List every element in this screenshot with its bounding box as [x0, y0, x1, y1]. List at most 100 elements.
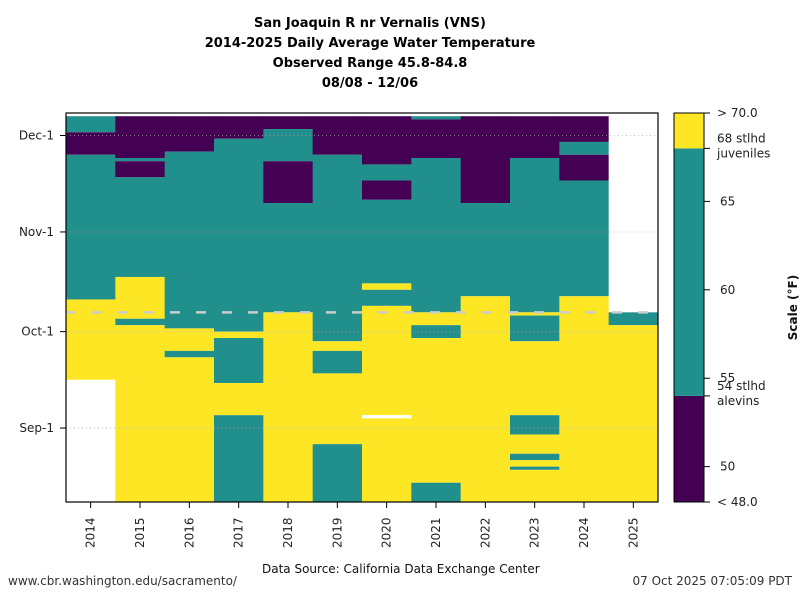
x-tick-label: 2020	[380, 517, 394, 548]
heatmap-cell	[66, 132, 116, 155]
colorbar-threshold-label: alevins	[717, 394, 759, 408]
heatmap-cell	[411, 116, 462, 120]
heatmap-cell	[608, 312, 659, 326]
heatmap-cell	[312, 350, 363, 374]
x-tick-label: 2021	[429, 517, 443, 548]
chart-title: San Joaquin R nr Vernalis (VNS) 2014-202…	[0, 14, 740, 94]
heatmap-cell	[263, 203, 314, 313]
heatmap-cell	[214, 331, 264, 339]
heatmap-cell	[362, 180, 412, 200]
x-tick-label: 2025	[626, 517, 640, 548]
heatmap-cell	[66, 379, 116, 502]
x-tick-label: 2017	[232, 517, 246, 548]
title-line-range: Observed Range 45.8-84.8	[272, 56, 468, 71]
x-tick-label: 2022	[478, 517, 492, 548]
heatmap-cell	[559, 180, 610, 297]
heatmap-cell	[214, 338, 264, 384]
heatmap-cell	[510, 460, 560, 467]
x-tick-label: 2023	[528, 517, 542, 548]
colorbar-threshold-label: 68 stlhd	[717, 131, 766, 145]
heatmap-cell	[164, 116, 215, 152]
heatmap-cell	[263, 161, 314, 204]
heatmap-cell	[411, 482, 462, 502]
heatmap-cell	[263, 116, 314, 130]
heatmap-cell	[164, 350, 215, 358]
colorbar-threshold-label: juveniles	[716, 146, 770, 160]
colorbar-tick-label: 50	[720, 460, 735, 474]
x-tick-label: 2018	[281, 517, 295, 548]
heatmap-cell	[510, 341, 560, 416]
heatmap-cell	[312, 154, 363, 342]
x-tick-label: 2014	[84, 517, 98, 548]
heatmap-cell	[510, 434, 560, 454]
heatmap-cell	[608, 116, 659, 313]
heatmap-cell	[362, 289, 412, 306]
heatmap-cell	[164, 151, 215, 329]
data-source: Data Source: California Data Exchange Ce…	[262, 562, 540, 576]
heatmap-cell	[214, 116, 264, 139]
title-line-station: San Joaquin R nr Vernalis (VNS)	[254, 16, 486, 31]
heatmap-cell	[263, 312, 314, 502]
colorbar-threshold-label: 54 stlhd	[717, 379, 766, 393]
heatmap-cell	[362, 283, 412, 290]
heatmap-cell	[312, 341, 363, 351]
heatmap-cell	[411, 312, 462, 326]
heatmap-cell	[362, 415, 412, 419]
heatmap-cell	[559, 154, 610, 181]
heatmap-cell	[66, 154, 116, 300]
title-line-dates: 08/08 - 12/06	[321, 76, 419, 91]
plot-frame	[65, 112, 659, 503]
heatmap-cell	[510, 466, 560, 470]
heatmap-cell	[411, 338, 462, 483]
x-tick-label: 2019	[330, 517, 344, 548]
heatmap-cell	[214, 383, 264, 416]
heatmap-cell	[411, 325, 462, 339]
heatmap-cell	[362, 199, 412, 284]
heatmap-cell	[115, 325, 166, 502]
heatmap-cell	[608, 325, 659, 502]
heatmap-cell	[411, 119, 462, 159]
y-tick-label: Dec-1	[19, 129, 54, 143]
heatmap-cell	[214, 138, 264, 332]
heatmap-cell	[460, 116, 511, 204]
y-tick-label: Oct-1	[21, 325, 54, 339]
heatmap-cell	[510, 453, 560, 461]
heatmap-cell	[214, 415, 264, 502]
heatmap-cell	[510, 158, 560, 313]
heatmap-cell	[559, 141, 610, 155]
y-tick-label: Nov-1	[19, 225, 54, 239]
heatmap-cell	[362, 116, 412, 165]
heatmap-cell	[460, 296, 511, 502]
heatmap-cell	[559, 116, 610, 142]
heatmap-cell	[510, 312, 560, 316]
colorbar-bin	[674, 395, 704, 502]
colorbar-tick-label: 65	[720, 194, 735, 208]
heatmap-cell	[510, 469, 560, 502]
heatmap-cell	[66, 116, 116, 133]
colorbar-min-label: < 48.0	[717, 495, 758, 509]
heatmap-cell	[312, 116, 363, 155]
heatmap-cell	[362, 164, 412, 181]
colorbar-tick-label: 60	[720, 283, 735, 297]
heatmap-cell	[115, 116, 166, 158]
heatmap-cell	[115, 318, 166, 326]
colorbar-max-label: > 70.0	[717, 106, 758, 120]
x-tick-label: 2015	[133, 517, 147, 548]
heatmap-cell	[510, 116, 560, 158]
x-tick-label: 2024	[577, 517, 591, 548]
heatmap-cell	[115, 177, 166, 277]
heatmap-cell	[312, 373, 363, 445]
heatmap-cell	[164, 357, 215, 502]
generated-timestamp: 07 Oct 2025 07:05:09 PDT	[632, 574, 792, 588]
y-tick-label: Sep-1	[19, 421, 54, 435]
x-tick-label: 2016	[182, 517, 196, 548]
colorbar-frame	[673, 112, 705, 503]
heatmap-cell	[510, 415, 560, 435]
heatmap-cell	[411, 158, 462, 313]
heatmap-cell	[263, 129, 314, 162]
heatmap-cell	[164, 328, 215, 351]
heatmap-cell	[559, 296, 610, 502]
heatmap-cell	[312, 444, 363, 502]
colorbar-label: Scale (°F)	[786, 275, 800, 340]
heatmap-cell	[115, 161, 166, 178]
